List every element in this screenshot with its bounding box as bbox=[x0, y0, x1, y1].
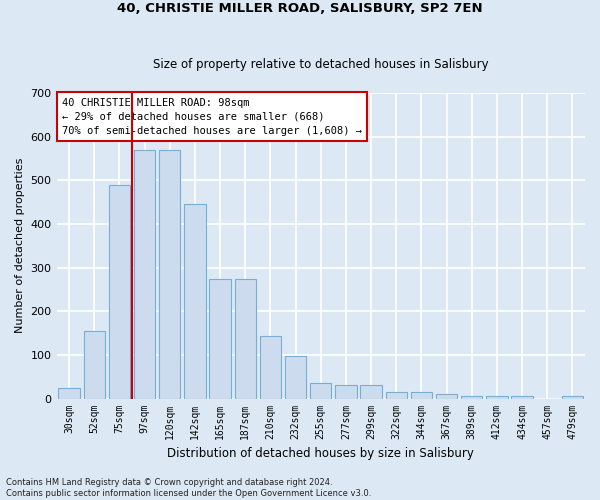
Bar bbox=[260, 336, 281, 398]
Y-axis label: Number of detached properties: Number of detached properties bbox=[15, 158, 25, 334]
Bar bbox=[159, 150, 181, 398]
Bar bbox=[285, 356, 307, 399]
Bar bbox=[209, 280, 231, 398]
Bar bbox=[386, 392, 407, 398]
Bar bbox=[184, 204, 206, 398]
Text: Contains HM Land Registry data © Crown copyright and database right 2024.
Contai: Contains HM Land Registry data © Crown c… bbox=[6, 478, 371, 498]
Bar bbox=[235, 280, 256, 398]
Bar bbox=[486, 396, 508, 398]
Bar bbox=[436, 394, 457, 398]
Bar bbox=[411, 392, 432, 398]
Bar bbox=[511, 396, 533, 398]
Bar bbox=[562, 396, 583, 398]
X-axis label: Distribution of detached houses by size in Salisbury: Distribution of detached houses by size … bbox=[167, 447, 474, 460]
Bar bbox=[83, 331, 105, 398]
Bar bbox=[58, 388, 80, 398]
Title: Size of property relative to detached houses in Salisbury: Size of property relative to detached ho… bbox=[153, 58, 488, 71]
Bar bbox=[134, 150, 155, 398]
Bar bbox=[310, 384, 331, 398]
Text: 40 CHRISTIE MILLER ROAD: 98sqm
← 29% of detached houses are smaller (668)
70% of: 40 CHRISTIE MILLER ROAD: 98sqm ← 29% of … bbox=[62, 98, 362, 136]
Bar bbox=[461, 396, 482, 398]
Text: 40, CHRISTIE MILLER ROAD, SALISBURY, SP2 7EN: 40, CHRISTIE MILLER ROAD, SALISBURY, SP2… bbox=[117, 2, 483, 16]
Bar bbox=[361, 384, 382, 398]
Bar bbox=[335, 384, 356, 398]
Bar bbox=[109, 184, 130, 398]
